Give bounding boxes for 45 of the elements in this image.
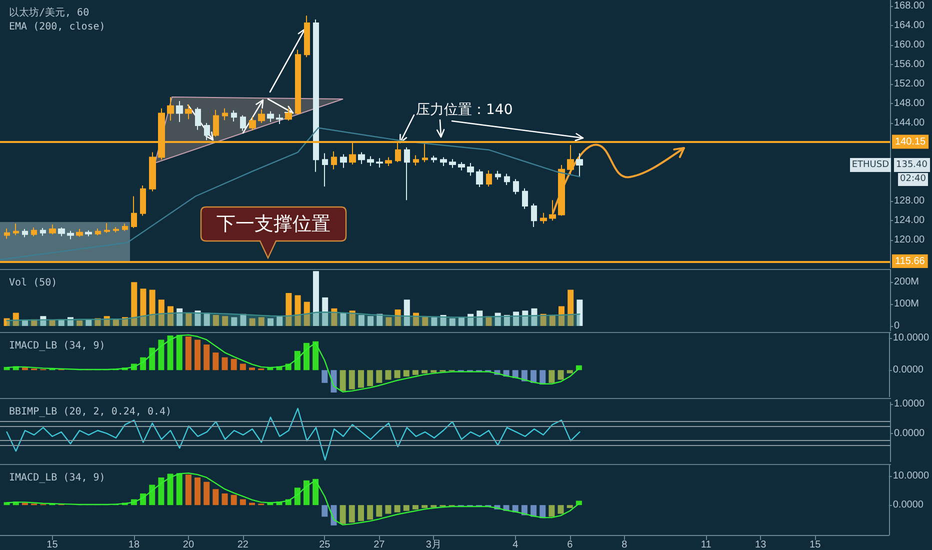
y-tick-label: 160.00 — [894, 39, 926, 50]
text: IMACD_LB (34, 9) — [9, 340, 106, 352]
y-tick-label: 164.00 — [894, 20, 926, 31]
y-tick-label: 200M — [894, 276, 920, 288]
x-tick-label: 18 — [128, 540, 140, 550]
y-tick-label: 0.0000 — [892, 500, 924, 511]
text: EMA (200, close) — [9, 22, 106, 32]
ref-line-label: 140.15 — [895, 136, 926, 148]
y-tick-label: 148.00 — [894, 98, 926, 109]
x-tick-label: 20 — [182, 540, 194, 550]
text: IMACD_LB (34, 9) — [9, 472, 106, 484]
x-tick-label: 3月 — [426, 540, 442, 550]
text: 02:40 — [898, 172, 928, 186]
y-tick-label: 100M — [894, 298, 920, 310]
y-tick-label: 144.00 — [894, 118, 926, 129]
chart-title: BBIMP_LB (20, 2, 0.24, 0.4) — [9, 406, 172, 418]
y-tick-label: 0.0000 — [894, 428, 926, 439]
x-tick-label: 8 — [622, 540, 628, 550]
text: Vol (50) — [9, 278, 58, 288]
x-tick-label: 11 — [700, 540, 712, 550]
y-tick-label: 152.00 — [894, 78, 926, 90]
x-tick-label: 15 — [46, 540, 58, 550]
y-tick-label: 120.00 — [894, 234, 926, 246]
y-tick-label: 168.00 — [894, 0, 926, 12]
x-tick-label: 13 — [755, 540, 767, 550]
y-tick-label: 124.00 — [894, 215, 926, 226]
x-tick-label: 27 — [374, 540, 386, 550]
x-tick-label: 4 — [512, 540, 519, 550]
annotation: ETHUSD — [850, 158, 891, 172]
annotation: 压力位置：140 — [416, 101, 513, 119]
y-tick-label: 128.00 — [894, 196, 926, 207]
y-tick-label: 10.0000 — [892, 332, 930, 344]
y-tick-label: 0 — [894, 320, 900, 332]
text: 以太坊/美元, 60 — [9, 6, 90, 18]
y-tick-label: 0.0000 — [892, 364, 924, 376]
x-tick-label: 6 — [567, 540, 574, 550]
ref-line-label: 115.66 — [895, 256, 926, 267]
x-tick-label: 22 — [237, 540, 249, 550]
annotation: 下一支撑位置 — [216, 212, 332, 237]
text: 135.40 — [894, 158, 930, 172]
x-tick-label: 25 — [319, 540, 331, 550]
y-tick-label: 1.0000 — [894, 398, 926, 410]
y-tick-label: 10.0000 — [892, 470, 930, 482]
x-tick-label: 15 — [810, 540, 822, 550]
y-tick-label: 156.00 — [894, 58, 926, 70]
